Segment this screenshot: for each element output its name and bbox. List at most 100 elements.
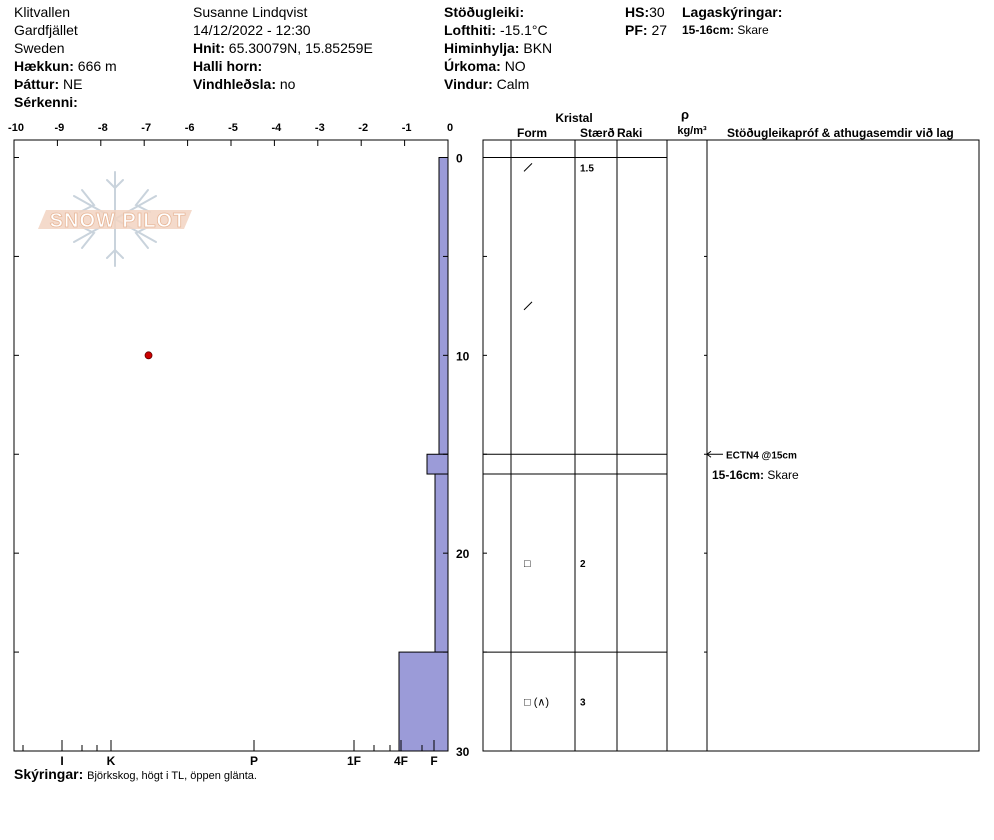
hardness-tick-label-2: P bbox=[250, 754, 258, 768]
temp-tick-label-5: -5 bbox=[228, 122, 238, 134]
logo-text: SNOW PILOT bbox=[50, 210, 187, 232]
hardness-bar-1 bbox=[426, 453, 449, 475]
hardness-tick-label-4: 4F bbox=[394, 754, 408, 768]
location-country: Sweden bbox=[14, 40, 65, 56]
form-header: Form bbox=[517, 126, 547, 140]
pf-label: PF: bbox=[625, 22, 648, 38]
air-temp-label: Lofthiti: bbox=[444, 22, 497, 38]
stability-label: Stöðugleiki: bbox=[444, 4, 525, 20]
temp-tick-label-0: -10 bbox=[8, 122, 24, 134]
density-unit-header: kg/m³ bbox=[677, 125, 707, 137]
aspect-row: Þáttur: NE bbox=[14, 75, 117, 93]
rho-header: ρ bbox=[681, 107, 689, 122]
hardness-tick-label-1: K bbox=[107, 754, 116, 768]
layer-note-row: 15-16cm: Skare bbox=[682, 21, 782, 39]
layer-notes-title: Lagaskýringar: bbox=[682, 3, 782, 21]
aspect-label: Þáttur: bbox=[14, 76, 60, 92]
moisture-header: Raki bbox=[617, 126, 642, 140]
stability-row: Stöðugleiki: bbox=[444, 3, 552, 21]
temp-tick-label-2: -8 bbox=[98, 122, 108, 134]
temp-tick-label-6: -4 bbox=[272, 122, 283, 134]
aspect-value: NE bbox=[63, 76, 83, 92]
temp-tick-label-7: -3 bbox=[315, 122, 325, 134]
hardness-tick-label-0: I bbox=[60, 754, 63, 768]
sky-value: BKN bbox=[523, 40, 553, 56]
temp-tick-label-3: -7 bbox=[141, 122, 151, 134]
wind-value: Calm bbox=[496, 76, 530, 92]
crystal-form-symbol-0 bbox=[523, 163, 533, 172]
header-col-layer-notes: Lagaskýringar: 15-16cm: Skare bbox=[682, 3, 782, 39]
elevation-label: Hækkun: bbox=[14, 58, 74, 74]
precip-row: Úrkoma: NO bbox=[444, 57, 552, 75]
elevation-row: Hækkun: 666 m bbox=[14, 57, 117, 75]
depth-tick-label-2: 20 bbox=[456, 547, 470, 561]
wind-row: Vindur: Calm bbox=[444, 75, 552, 93]
tests-header: Stöðugleikapróf & athugasemdir við lag bbox=[727, 126, 954, 140]
air-temp-value: -15.1°C bbox=[499, 22, 548, 38]
footer-text: Björkskog, högt i TL, öppen glänta. bbox=[87, 770, 257, 782]
hs-value: 30 bbox=[649, 4, 665, 20]
logo-band bbox=[38, 210, 192, 229]
coords-label: Hnit: bbox=[193, 40, 225, 56]
pf-value: 27 bbox=[651, 22, 668, 38]
depth-tick-label-3: 30 bbox=[456, 745, 470, 759]
elevation-value: 666 m bbox=[77, 58, 117, 74]
hs-row: HS:30 bbox=[625, 3, 667, 21]
layer-comment-0: 15-16cm: Skare bbox=[712, 468, 799, 482]
air-temp-row: Lofthiti: -15.1°C bbox=[444, 21, 552, 39]
snowpilot-logo: SNOW PILOT bbox=[38, 171, 192, 267]
precip-label: Úrkoma: bbox=[444, 58, 501, 74]
layer-note-text: Skare bbox=[737, 23, 769, 37]
hardness-tick-label-5: F bbox=[430, 754, 437, 768]
stability-test-arrowhead-0 bbox=[706, 450, 712, 458]
stability-test-text-0: ECTN4 @15cm bbox=[726, 450, 797, 461]
precip-value: NO bbox=[504, 58, 526, 74]
depth-tick-label-1: 10 bbox=[456, 349, 470, 363]
layer-comment-range-0: 15-16cm: bbox=[712, 468, 767, 482]
crystal-form-symbol-1 bbox=[523, 301, 533, 311]
coords-row: Hnit: 65.30079N, 15.85259E bbox=[193, 39, 373, 57]
wind-loading-row: Vindhleðsla: no bbox=[193, 75, 373, 93]
hs-label: HS: bbox=[625, 4, 650, 20]
crystal-header: Kristal bbox=[555, 111, 592, 125]
depth-tick-label-0: 0 bbox=[456, 152, 463, 166]
layer-notes-label: Lagaskýringar: bbox=[682, 4, 783, 20]
crystal-form-symbol-3: □ (∧) bbox=[524, 697, 549, 709]
temp-tick-label-1: -9 bbox=[55, 122, 65, 134]
header-col-conditions: Stöðugleiki: Lofthiti: -15.1°C Himinhylj… bbox=[444, 3, 552, 93]
hardness-bar-2 bbox=[434, 473, 449, 653]
sky-row: Himinhylja: BKN bbox=[444, 39, 552, 57]
temp-tick-label-9: -1 bbox=[402, 122, 412, 134]
crystal-size-2: 2 bbox=[580, 559, 586, 570]
header-col-observer: Susanne Lindqvist 14/12/2022 - 12:30 Hni… bbox=[193, 3, 373, 93]
location-area: Gardfjället bbox=[14, 22, 78, 38]
temperature-point-0 bbox=[144, 351, 153, 360]
layer-note-range: 15-16cm: bbox=[682, 23, 735, 37]
hardness-bar-3 bbox=[398, 651, 449, 752]
location-name: Klitvallen bbox=[14, 4, 71, 20]
pf-row: PF: 27 bbox=[625, 21, 667, 39]
wind-label: Vindur: bbox=[444, 76, 493, 92]
crystal-size-3: 3 bbox=[580, 698, 586, 709]
crystal-form-symbol-2: □ bbox=[524, 558, 531, 570]
right-table-frame bbox=[482, 139, 980, 752]
header-col-location: Klitvallen Gardfjället Sweden Hækkun: 66… bbox=[14, 3, 117, 111]
layer-comment-text-0: Skare bbox=[767, 468, 799, 482]
feature-row: Sérkenni: bbox=[14, 93, 117, 111]
crystal-size-0: 1.5 bbox=[580, 163, 594, 174]
temp-tick-label-10: 0 bbox=[447, 122, 453, 134]
coords-value: 65.30079N, 15.85259E bbox=[228, 40, 373, 56]
temp-tick-label-4: -6 bbox=[185, 122, 195, 134]
slope-row: Halli horn: bbox=[193, 57, 373, 75]
feature-label: Sérkenni: bbox=[14, 94, 78, 110]
temp-tick-label-8: -2 bbox=[358, 122, 368, 134]
header-col-depth: HS:30 PF: 27 bbox=[625, 3, 667, 39]
hardness-tick-label-3: 1F bbox=[347, 754, 361, 768]
observer-name: Susanne Lindqvist bbox=[193, 4, 308, 20]
footer-label: Skýringar: bbox=[14, 766, 84, 782]
size-header: Stærð bbox=[580, 126, 615, 140]
footer-notes: Skýringar: Björkskog, högt i TL, öppen g… bbox=[14, 766, 257, 782]
sky-label: Himinhylja: bbox=[444, 40, 520, 56]
hardness-bar-0 bbox=[438, 157, 449, 455]
